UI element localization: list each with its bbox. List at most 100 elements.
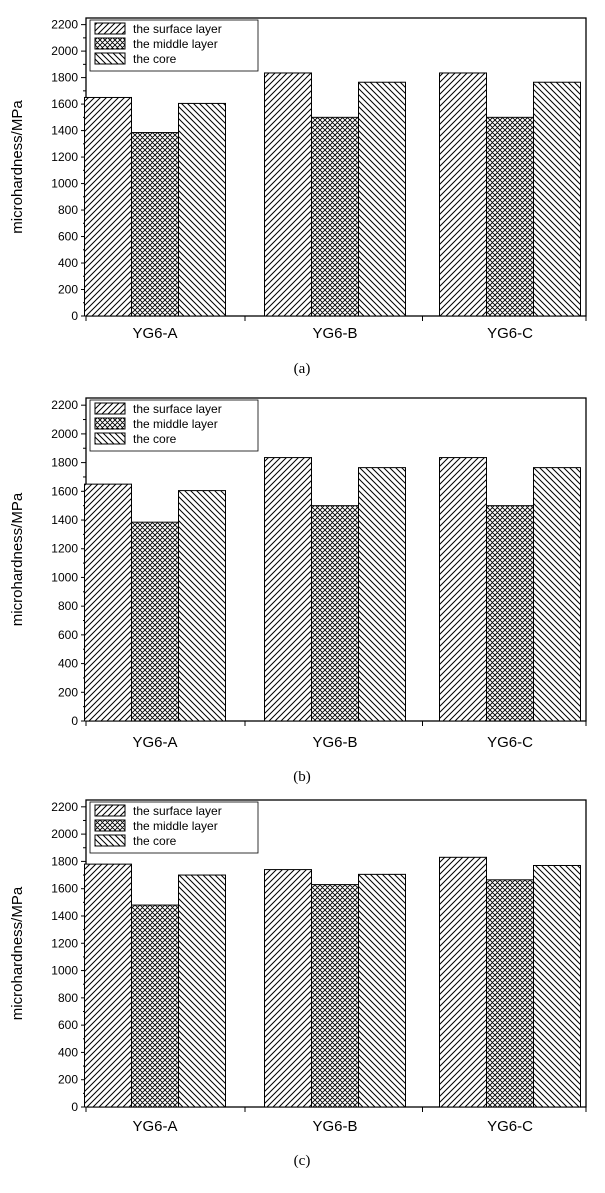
y-tick-label: 2000 xyxy=(51,427,78,441)
bar-crosshatch-yg6-b xyxy=(311,116,359,317)
y-tick-label: 600 xyxy=(58,1018,78,1032)
legend-label: the middle layer xyxy=(133,819,218,833)
bar-crosshatch-yg6-a xyxy=(131,904,179,1108)
bar-crosshatch-yg6-a xyxy=(131,521,179,722)
y-tick-label: 2200 xyxy=(51,398,78,412)
chart-panel-2: 0 200 400 600 800 1000 1200 1400 1600 1800 2000 220… xyxy=(9,397,587,785)
y-tick-label: 800 xyxy=(58,599,78,613)
legend-swatch xyxy=(94,52,126,65)
y-tick-label: 400 xyxy=(58,657,78,671)
y-tick-label: 0 xyxy=(71,309,78,323)
x-category-label: YG6-A xyxy=(132,734,177,751)
legend-label: the middle layer xyxy=(133,417,218,431)
x-category-label: YG6-B xyxy=(312,325,357,342)
y-tick-label: 1400 xyxy=(51,124,78,138)
bar-diagonal-backward-yg6-b xyxy=(358,873,406,1108)
y-tick-label: 1200 xyxy=(51,542,78,556)
legend-label: the surface layer xyxy=(133,402,222,416)
legend-swatch xyxy=(94,804,126,817)
x-category-label: YG6-C xyxy=(487,1118,533,1135)
y-tick-label: 1400 xyxy=(51,513,78,527)
y-tick-label: 1600 xyxy=(51,484,78,498)
y-tick-label: 800 xyxy=(58,203,78,217)
legend-swatch xyxy=(94,417,126,430)
y-tick-label: 600 xyxy=(58,230,78,244)
chart-panel-1: 0 200 400 600 800 1000 1200 1400 1600 1800 2000 220… xyxy=(9,17,587,377)
y-tick-label: 1600 xyxy=(51,882,78,896)
y-tick-label: 2000 xyxy=(51,44,78,58)
y-tick-label: 400 xyxy=(58,256,78,270)
bar-diagonal-backward-yg6-a xyxy=(178,102,226,317)
bar-diagonal-forward-yg6-b xyxy=(264,457,312,722)
bar-diagonal-backward-yg6-c xyxy=(533,864,581,1108)
y-tick-label: 2200 xyxy=(51,18,78,32)
y-tick-label: 0 xyxy=(71,714,78,728)
y-tick-label: 1000 xyxy=(51,964,78,978)
legend-label: the surface layer xyxy=(133,22,222,36)
bar-crosshatch-yg6-c xyxy=(486,879,534,1108)
legend-swatch xyxy=(94,819,126,832)
bar-crosshatch-yg6-b xyxy=(311,884,359,1108)
bar-crosshatch-yg6-a xyxy=(131,132,179,317)
bar-diagonal-forward-yg6-b xyxy=(264,869,312,1108)
bar-crosshatch-yg6-c xyxy=(486,116,534,317)
y-axis-title: microhardness/MPa xyxy=(9,886,26,1020)
y-tick-label: 1800 xyxy=(51,854,78,868)
legend-swatch xyxy=(94,402,126,415)
panel-label: (b) xyxy=(293,769,311,785)
y-axis-title: microhardness/MPa xyxy=(9,100,26,234)
chart-panel-3: 0 200 400 600 800 1000 1200 1400 1600 1800 2000 220… xyxy=(9,799,587,1169)
bar-crosshatch-yg6-b xyxy=(311,505,359,722)
panel-label: (c) xyxy=(294,1153,311,1169)
legend-swatch xyxy=(94,22,126,35)
legend-swatch xyxy=(94,37,126,50)
bar-diagonal-backward-yg6-a xyxy=(178,490,226,722)
y-tick-label: 2000 xyxy=(51,827,78,841)
bar-diagonal-backward-yg6-a xyxy=(178,874,226,1108)
y-tick-label: 1000 xyxy=(51,570,78,584)
x-category-label: YG6-C xyxy=(487,325,533,342)
y-tick-label: 200 xyxy=(58,283,78,297)
legend-label: the surface layer xyxy=(133,804,222,818)
y-tick-label: 200 xyxy=(58,685,78,699)
y-tick-label: 1400 xyxy=(51,909,78,923)
x-category-label: YG6-B xyxy=(312,1118,357,1135)
y-tick-label: 600 xyxy=(58,628,78,642)
y-tick-label: 200 xyxy=(58,1073,78,1087)
legend-label: the middle layer xyxy=(133,37,218,51)
x-category-label: YG6-C xyxy=(487,734,533,751)
bar-diagonal-backward-yg6-b xyxy=(358,81,406,317)
y-tick-label: 1000 xyxy=(51,177,78,191)
bar-diagonal-backward-yg6-c xyxy=(533,467,581,722)
legend-label: the core xyxy=(133,834,177,848)
y-tick-label: 800 xyxy=(58,991,78,1005)
y-tick-label: 1200 xyxy=(51,936,78,950)
y-tick-label: 2200 xyxy=(51,800,78,814)
legend-label: the core xyxy=(133,52,177,66)
bar-diagonal-forward-yg6-c xyxy=(439,856,487,1108)
bar-diagonal-forward-yg6-c xyxy=(439,457,487,722)
bar-diagonal-backward-yg6-c xyxy=(533,81,581,317)
y-tick-label: 400 xyxy=(58,1045,78,1059)
legend-swatch xyxy=(94,432,126,445)
bar-diagonal-forward-yg6-a xyxy=(84,96,132,317)
legend-label: the core xyxy=(133,432,177,446)
bar-diagonal-forward-yg6-c xyxy=(439,72,487,317)
y-tick-label: 1800 xyxy=(51,71,78,85)
y-axis-title: microhardness/MPa xyxy=(9,492,26,626)
x-category-label: YG6-A xyxy=(132,1118,177,1135)
bar-diagonal-forward-yg6-a xyxy=(84,863,132,1108)
x-category-label: YG6-A xyxy=(132,325,177,342)
y-tick-label: 0 xyxy=(71,1100,78,1114)
y-tick-label: 1800 xyxy=(51,456,78,470)
bar-crosshatch-yg6-c xyxy=(486,505,534,722)
panel-label: (a) xyxy=(294,361,311,377)
bar-diagonal-forward-yg6-a xyxy=(84,483,132,722)
legend-swatch xyxy=(94,834,126,847)
y-tick-label: 1600 xyxy=(51,97,78,111)
x-category-label: YG6-B xyxy=(312,734,357,751)
y-tick-label: 1200 xyxy=(51,150,78,164)
bar-diagonal-forward-yg6-b xyxy=(264,72,312,317)
bar-diagonal-backward-yg6-b xyxy=(358,467,406,722)
